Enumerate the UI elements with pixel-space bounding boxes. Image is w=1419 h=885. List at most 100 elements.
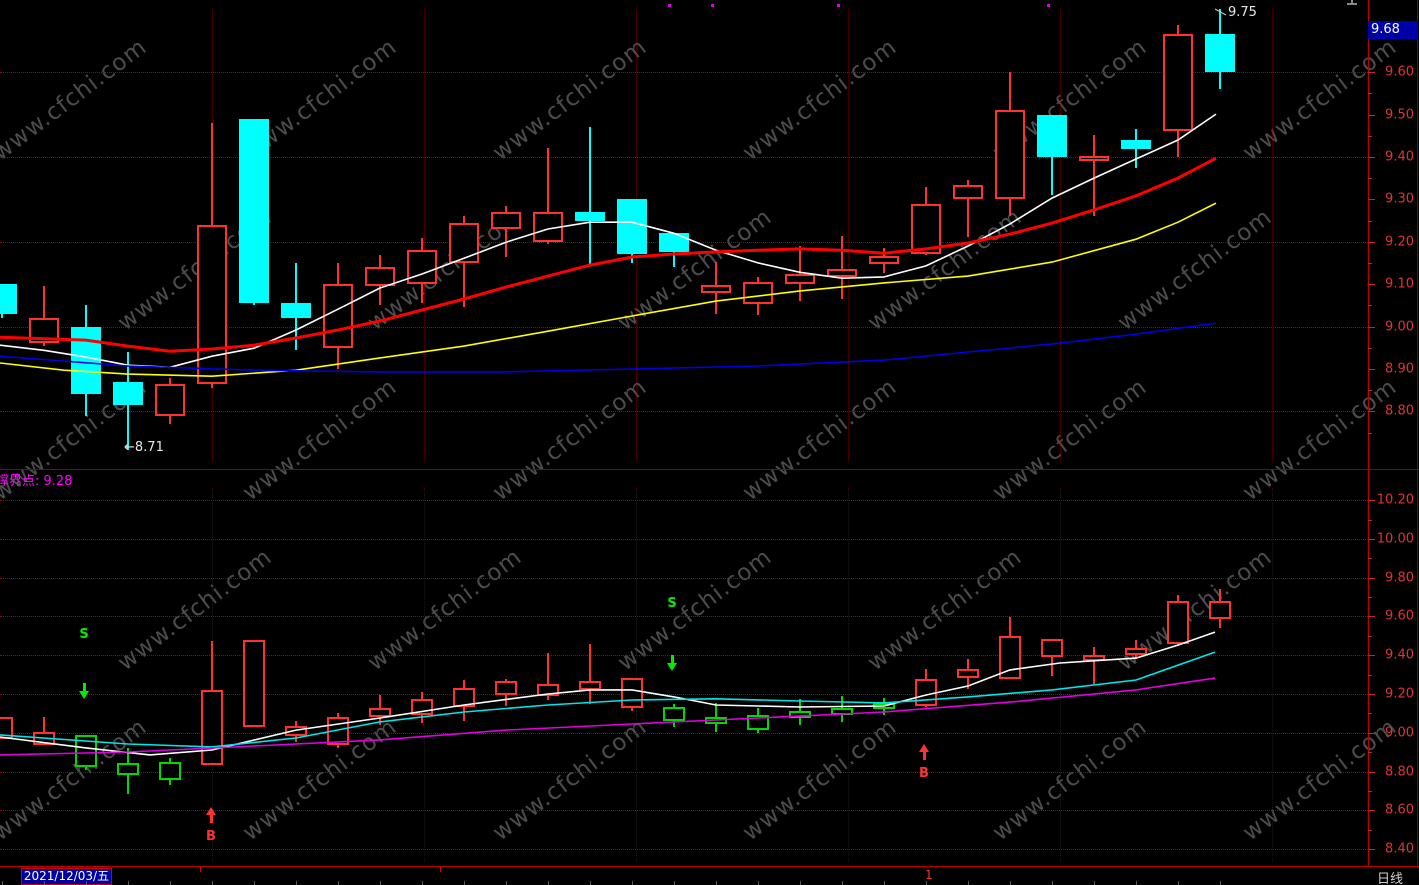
- candlestick[interactable]: [323, 284, 353, 348]
- candlestick[interactable]: [1209, 600, 1231, 620]
- candlestick[interactable]: [1121, 140, 1151, 149]
- candlestick[interactable]: [281, 303, 311, 318]
- candlestick[interactable]: [999, 635, 1021, 680]
- candlestick[interactable]: [743, 282, 773, 305]
- axis-border-line: [1368, 0, 1369, 885]
- axis-tick-major: [1368, 114, 1375, 116]
- top-signal-dot: [668, 4, 671, 7]
- candlestick[interactable]: [663, 706, 685, 722]
- candlestick[interactable]: [75, 734, 97, 767]
- candlestick[interactable]: [617, 199, 647, 255]
- candlestick[interactable]: [537, 684, 559, 696]
- arrow-head: [918, 744, 929, 752]
- candlestick[interactable]: [197, 224, 227, 384]
- candlestick[interactable]: [159, 761, 181, 781]
- candlestick[interactable]: [407, 250, 437, 285]
- candlestick[interactable]: [705, 717, 727, 724]
- candlestick[interactable]: [533, 212, 563, 242]
- candlestick[interactable]: [0, 717, 13, 739]
- candlestick[interactable]: [957, 669, 979, 679]
- axis-price-label: 9.00: [1385, 725, 1414, 741]
- candlestick[interactable]: [1167, 600, 1189, 645]
- date-tick: [716, 881, 717, 885]
- candlestick[interactable]: [201, 690, 223, 765]
- axis-tick-major: [1368, 284, 1375, 286]
- axis-tick-major: [1368, 849, 1375, 851]
- candlestick[interactable]: [495, 681, 517, 695]
- candlestick[interactable]: [869, 256, 899, 265]
- candlestick[interactable]: [579, 681, 601, 691]
- candlestick[interactable]: [995, 110, 1025, 200]
- date-tick: [1178, 881, 1179, 885]
- axis-tick-major: [1368, 732, 1375, 734]
- axis-price-label: 9.20: [1385, 686, 1414, 702]
- candlestick[interactable]: [239, 118, 269, 304]
- watermark-text: www.cfchi.com: [363, 543, 527, 677]
- candlestick[interactable]: [327, 716, 349, 745]
- watermark-text: www.cfchi.com: [613, 543, 777, 677]
- candlestick[interactable]: [243, 639, 265, 727]
- candlestick[interactable]: [1041, 638, 1063, 658]
- date-tick: [2, 881, 3, 885]
- candlestick[interactable]: [575, 212, 605, 221]
- axis-tick-major: [1368, 199, 1375, 201]
- candlestick[interactable]: [831, 707, 853, 716]
- gridline-h: [0, 577, 1368, 579]
- candlestick[interactable]: [1083, 655, 1105, 661]
- candlestick[interactable]: [491, 212, 521, 230]
- candlestick[interactable]: [155, 383, 185, 416]
- axis-price-label: 9.10: [1385, 276, 1414, 292]
- candlestick[interactable]: [113, 381, 143, 405]
- ma-blue: [0, 322, 1217, 373]
- candlestick[interactable]: [453, 688, 475, 707]
- gridline-h: [0, 411, 1368, 413]
- watermark-text: www.cfchi.com: [988, 373, 1152, 507]
- candlestick[interactable]: [911, 203, 941, 255]
- candlestick[interactable]: [29, 318, 59, 344]
- date-tick: [422, 881, 423, 885]
- axis-tick-major: [1368, 694, 1375, 695]
- axis-tick-major: [1368, 411, 1375, 413]
- panel-divider: [0, 469, 1419, 470]
- watermark-text: www.cfchi.com: [0, 33, 152, 167]
- date-box[interactable]: 2021/12/03/五: [21, 868, 112, 885]
- candlestick[interactable]: [365, 267, 395, 287]
- candlestick[interactable]: [1037, 114, 1067, 157]
- candlestick[interactable]: [33, 731, 55, 745]
- candlestick[interactable]: [953, 184, 983, 200]
- candlestick[interactable]: [659, 233, 689, 253]
- candlestick[interactable]: [701, 285, 731, 294]
- candlestick[interactable]: [621, 677, 643, 708]
- candlestick[interactable]: [0, 284, 17, 314]
- candlestick[interactable]: [411, 698, 433, 716]
- axis-tick-major: [1368, 369, 1375, 370]
- candlestick[interactable]: [1163, 33, 1193, 132]
- candlestick[interactable]: [789, 711, 811, 719]
- candlestick[interactable]: [285, 726, 307, 736]
- candlestick[interactable]: [747, 715, 769, 730]
- axis-tick-minor: [1368, 390, 1372, 392]
- candlestick[interactable]: [915, 679, 937, 707]
- candlestick[interactable]: [1125, 648, 1147, 656]
- axis-price-label: 9.80: [1385, 570, 1414, 586]
- watermark-text: www.cfchi.com: [863, 203, 1027, 337]
- candlestick[interactable]: [449, 222, 479, 263]
- candlestick[interactable]: [1079, 155, 1109, 162]
- date-tick: [674, 881, 675, 885]
- axis-price-label: 9.40: [1385, 647, 1414, 663]
- date-tick: [590, 881, 591, 885]
- period-label[interactable]: 日线: [1377, 872, 1404, 885]
- date-tick: [464, 881, 465, 885]
- candlestick[interactable]: [785, 274, 815, 285]
- candlestick[interactable]: [1205, 33, 1235, 73]
- candlestick[interactable]: [71, 326, 101, 395]
- buy-arrow-up-icon: [205, 807, 217, 823]
- candlestick[interactable]: [873, 703, 895, 710]
- candlestick[interactable]: [827, 268, 857, 278]
- date-tick: [758, 881, 759, 885]
- gridline-v: [848, 488, 849, 862]
- axis-price-label: 9.60: [1385, 64, 1414, 80]
- candlestick[interactable]: [117, 762, 139, 775]
- candlestick[interactable]: [369, 707, 391, 718]
- date-tick: [884, 881, 885, 885]
